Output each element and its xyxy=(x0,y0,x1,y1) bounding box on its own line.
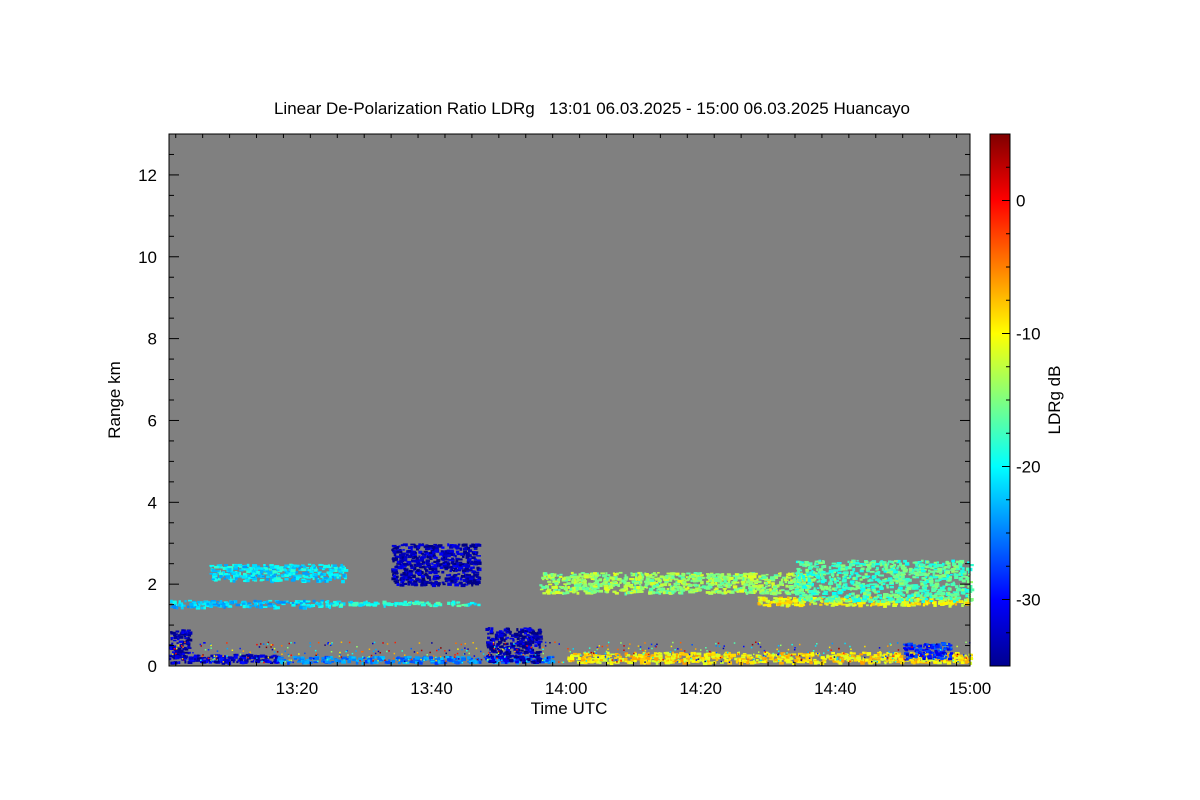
x-tick-label: 15:00 xyxy=(949,679,992,698)
x-tick-label: 14:00 xyxy=(545,679,588,698)
x-tick-label: 13:20 xyxy=(276,679,319,698)
feature-5 xyxy=(332,600,481,608)
y-tick-label: 2 xyxy=(148,575,157,594)
colorbar-tick-label: -10 xyxy=(1016,325,1041,344)
colorbar-tick-label: 0 xyxy=(1016,192,1025,211)
x-tick-label: 13:40 xyxy=(410,679,453,698)
feature-6 xyxy=(209,563,349,584)
feature-7 xyxy=(391,543,482,588)
colorbar-ticks: 0 -10 -20 -30 xyxy=(1002,133,1041,667)
feature-3 xyxy=(567,651,974,666)
ldr-noise-speckle xyxy=(172,641,972,664)
y-tick-label: 10 xyxy=(138,248,157,267)
y-axis-label: Range km xyxy=(105,361,124,438)
x-tick-label: 14:40 xyxy=(814,679,857,698)
feature-11 xyxy=(795,559,975,604)
colorbar-tick-label: -30 xyxy=(1016,591,1041,610)
feature-4 xyxy=(170,599,334,610)
y-tick-label: 8 xyxy=(148,330,157,349)
colorbar-label: LDRg dB xyxy=(1045,366,1064,435)
y-axis: 0 2 4 6 8 10 12 xyxy=(138,133,970,676)
y-tick-label: 0 xyxy=(148,657,157,676)
y-tick-label: 4 xyxy=(148,493,157,512)
feature-12 xyxy=(902,642,954,661)
x-axis-label: Time UTC xyxy=(531,699,608,718)
y-tick-label: 6 xyxy=(148,411,157,430)
ldr-features xyxy=(169,543,975,666)
feature-1 xyxy=(169,629,194,660)
x-tick-label: 14:20 xyxy=(679,679,722,698)
x-axis: 13:20 13:40 14:00 14:20 14:40 15:00 xyxy=(175,134,992,698)
y-tick-label: 12 xyxy=(138,166,157,185)
colorbar-tick-label: -20 xyxy=(1016,458,1041,477)
chart-title: Linear De-Polarization Ratio LDRg 13:01 … xyxy=(274,99,910,118)
